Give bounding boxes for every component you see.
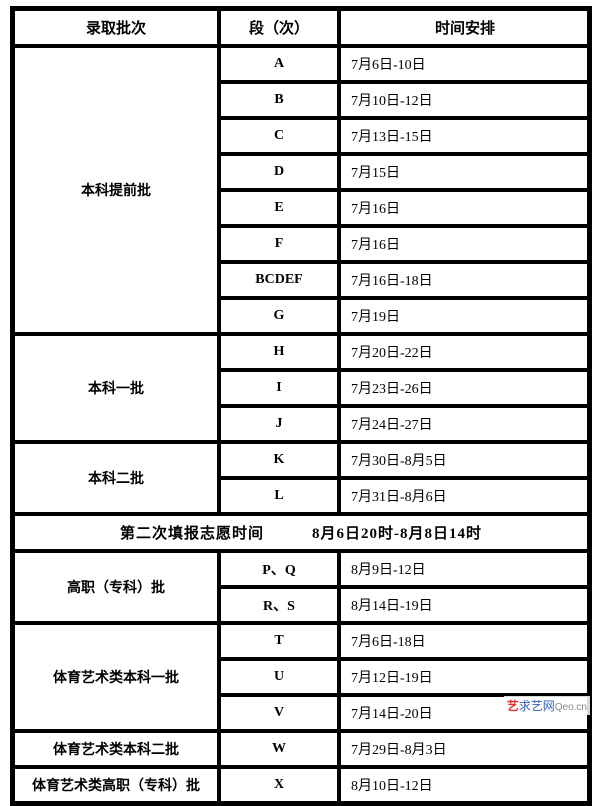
segment-cell: T <box>220 624 338 658</box>
time-cell: 7月29日-8月3日 <box>340 732 588 766</box>
table-row: 本科一批H7月20日-22日 <box>14 335 588 369</box>
segment-cell: C <box>220 119 338 153</box>
watermark: 艺求艺网Qeo.cn <box>504 696 590 715</box>
time-cell: 8月10日-12日 <box>340 768 588 802</box>
segment-cell: G <box>220 299 338 333</box>
header-segment: 段（次） <box>220 10 338 45</box>
time-cell: 7月19日 <box>340 299 588 333</box>
admission-schedule-table: 录取批次 段（次） 时间安排 本科提前批A7月6日-10日B7月10日-12日C… <box>10 6 592 806</box>
time-cell: 7月31日-8月6日 <box>340 479 588 513</box>
segment-cell: K <box>220 443 338 477</box>
time-cell: 7月23日-26日 <box>340 371 588 405</box>
header-batch: 录取批次 <box>14 10 218 45</box>
segment-cell: R、S <box>220 588 338 622</box>
time-cell: 7月30日-8月5日 <box>340 443 588 477</box>
segment-cell: B <box>220 83 338 117</box>
table-row: 体育艺术类本科一批T7月6日-18日 <box>14 624 588 658</box>
segment-cell: L <box>220 479 338 513</box>
time-cell: 7月12日-19日 <box>340 660 588 694</box>
segment-cell: F <box>220 227 338 261</box>
segment-cell: P、Q <box>220 552 338 586</box>
time-cell: 7月13日-15日 <box>340 119 588 153</box>
time-cell: 8月9日-12日 <box>340 552 588 586</box>
time-cell: 8月14日-19日 <box>340 588 588 622</box>
table-header-row: 录取批次 段（次） 时间安排 <box>14 10 588 45</box>
batch-name-cell: 本科二批 <box>14 443 218 513</box>
segment-cell: D <box>220 155 338 189</box>
segment-cell: W <box>220 732 338 766</box>
time-cell: 7月16日-18日 <box>340 263 588 297</box>
segment-cell: I <box>220 371 338 405</box>
time-cell: 7月16日 <box>340 227 588 261</box>
second-fill-cell: 第二次填报志愿时间 8月6日20时-8月8日14时 <box>14 515 588 550</box>
batch-name-cell: 高职（专科）批 <box>14 552 218 622</box>
segment-cell: E <box>220 191 338 225</box>
batch-name-cell: 体育艺术类本科二批 <box>14 732 218 766</box>
table-row: 高职（专科）批P、Q8月9日-12日 <box>14 552 588 586</box>
segment-cell: J <box>220 407 338 441</box>
time-cell: 7月20日-22日 <box>340 335 588 369</box>
segment-cell: X <box>220 768 338 802</box>
time-cell: 7月16日 <box>340 191 588 225</box>
table-row: 体育艺术类本科二批W7月29日-8月3日 <box>14 732 588 766</box>
time-cell: 7月6日-18日 <box>340 624 588 658</box>
table-row: 本科二批K7月30日-8月5日 <box>14 443 588 477</box>
watermark-url: Qeo.cn <box>555 702 587 713</box>
second-fill-row: 第二次填报志愿时间 8月6日20时-8月8日14时 <box>14 515 588 550</box>
table-row: 体育艺术类高职（专科）批X8月10日-12日 <box>14 768 588 802</box>
watermark-site: 求艺网 <box>519 699 555 713</box>
time-cell: 7月15日 <box>340 155 588 189</box>
batch-name-cell: 本科一批 <box>14 335 218 441</box>
time-cell: 7月6日-10日 <box>340 47 588 81</box>
segment-cell: U <box>220 660 338 694</box>
time-cell: 7月24日-27日 <box>340 407 588 441</box>
batch-name-cell: 本科提前批 <box>14 47 218 333</box>
time-cell: 7月10日-12日 <box>340 83 588 117</box>
batch-name-cell: 体育艺术类本科一批 <box>14 624 218 730</box>
watermark-icon: 艺 <box>507 699 519 713</box>
segment-cell: H <box>220 335 338 369</box>
header-time: 时间安排 <box>340 10 588 45</box>
segment-cell: BCDEF <box>220 263 338 297</box>
table-row: 本科提前批A7月6日-10日 <box>14 47 588 81</box>
batch-name-cell: 体育艺术类高职（专科）批 <box>14 768 218 802</box>
segment-cell: A <box>220 47 338 81</box>
